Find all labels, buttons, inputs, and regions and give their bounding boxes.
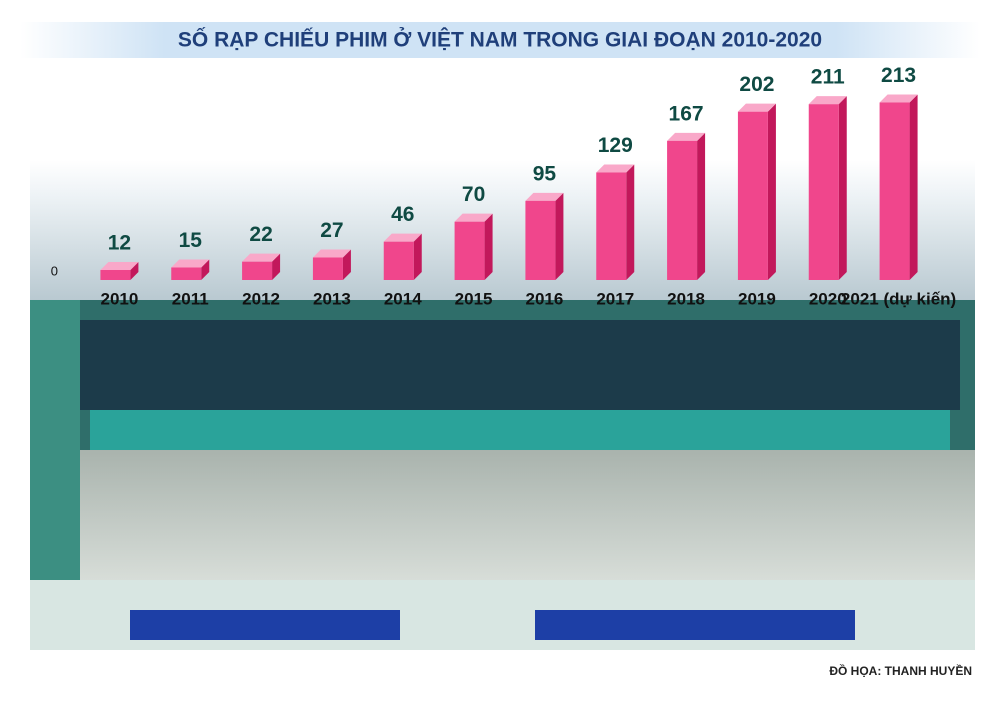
bar-top xyxy=(100,262,139,270)
value-label: 95 xyxy=(533,162,557,185)
bar xyxy=(525,200,556,280)
x-tick-label: 2016 xyxy=(526,289,564,308)
credit: ĐỒ HỌA: THANH HUYỀN xyxy=(829,663,972,678)
x-tick-label: 2018 xyxy=(667,289,705,308)
bar xyxy=(242,261,273,280)
bar-top xyxy=(242,253,281,262)
y-tick-label: 0 xyxy=(51,263,58,278)
bar-top xyxy=(454,213,493,222)
chart-title: SỐ RẠP CHIẾU PHIM Ở VIỆT NAM TRONG GIAI … xyxy=(178,28,822,52)
bar-side xyxy=(342,249,351,280)
bar xyxy=(312,257,343,280)
bar-side xyxy=(626,164,635,280)
bar-side xyxy=(272,253,281,280)
bar xyxy=(171,267,202,280)
bar-side xyxy=(555,192,564,280)
bar-side xyxy=(413,233,422,280)
value-label: 211 xyxy=(811,66,845,89)
title-band xyxy=(20,22,980,58)
bar-side xyxy=(909,94,918,280)
bar-side xyxy=(130,262,139,280)
bar xyxy=(383,241,414,280)
x-tick-label: 2015 xyxy=(455,289,493,308)
value-label: 27 xyxy=(320,219,343,242)
bar-top xyxy=(383,233,422,242)
bar xyxy=(596,172,627,280)
x-tick-label: 2021 (dự kiến) xyxy=(841,289,956,308)
bar xyxy=(667,140,698,280)
bar-top xyxy=(525,192,564,201)
value-label: 213 xyxy=(881,64,916,87)
background-photo xyxy=(30,160,975,650)
value-label: 22 xyxy=(249,223,272,246)
x-tick-label: 2020 xyxy=(809,289,847,308)
bar xyxy=(808,104,839,281)
x-tick-label: 2011 xyxy=(172,289,209,308)
bar xyxy=(454,221,485,280)
bar-top xyxy=(737,103,776,112)
value-label: 167 xyxy=(669,102,704,125)
bar-top xyxy=(808,96,847,105)
x-tick-label: 2017 xyxy=(596,289,634,308)
bar-side xyxy=(838,96,847,281)
x-tick-label: 2012 xyxy=(242,289,280,308)
bar-top xyxy=(312,249,351,258)
value-label: 202 xyxy=(739,73,774,96)
value-label: 12 xyxy=(108,232,131,255)
x-tick-label: 2013 xyxy=(313,289,351,308)
bar-side xyxy=(484,213,493,280)
bar xyxy=(100,270,131,280)
bar-top xyxy=(596,164,635,173)
value-label: 15 xyxy=(179,229,203,252)
bar-side xyxy=(697,132,706,280)
x-tick-label: 2014 xyxy=(384,289,422,308)
bar-top xyxy=(667,132,706,141)
value-label: 46 xyxy=(391,203,414,226)
bar-side xyxy=(201,259,210,280)
value-label: 70 xyxy=(462,183,485,206)
bar-top xyxy=(171,259,210,268)
value-label: 129 xyxy=(598,134,633,157)
bar-top xyxy=(879,94,918,103)
bar-side xyxy=(767,103,776,281)
x-tick-label: 2010 xyxy=(101,289,139,308)
bar xyxy=(737,111,768,281)
bar xyxy=(879,102,910,280)
x-tick-label: 2019 xyxy=(738,289,776,308)
